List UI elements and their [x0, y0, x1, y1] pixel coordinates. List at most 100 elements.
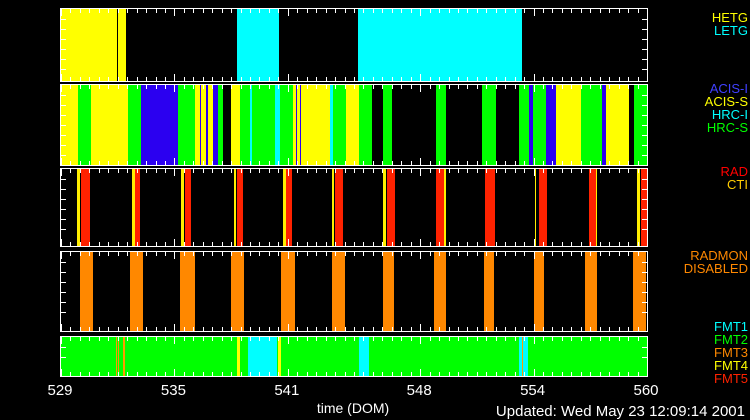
- x-tick-mark: [155, 242, 157, 246]
- x-tick-mark: [533, 85, 535, 92]
- x-tick-mark: [108, 161, 110, 165]
- timeline-segment: [588, 169, 596, 246]
- x-tick-mark: [183, 9, 185, 13]
- x-tick-mark: [202, 169, 204, 173]
- x-tick-mark: [61, 252, 62, 259]
- x-tick-mark: [297, 242, 299, 246]
- gratings-labels: HETG LETG: [712, 11, 748, 37]
- x-tick-mark: [316, 242, 318, 246]
- x-tick-mark: [505, 169, 507, 173]
- x-tick-mark: [193, 9, 195, 13]
- x-tick-mark: [524, 161, 526, 165]
- x-tick-mark: [363, 77, 365, 81]
- timeline-segment: [605, 85, 630, 165]
- timeline-segment: [382, 169, 386, 246]
- x-tick-mark: [533, 74, 535, 81]
- x-tick-mark: [533, 9, 535, 16]
- x-tick-mark: [448, 372, 450, 376]
- x-tick-mark: [363, 337, 365, 341]
- x-tick-mark: [183, 77, 185, 81]
- y-tick-mark: [642, 302, 647, 303]
- timeline-segment: [130, 252, 144, 331]
- x-tick-mark: [335, 169, 337, 173]
- x-tick-mark: [89, 252, 91, 256]
- x-tick-mark: [127, 85, 129, 89]
- timeline-segment: [277, 337, 281, 376]
- x-tick-mark: [391, 9, 393, 13]
- x-tick-mark: [561, 169, 563, 173]
- x-tick-mark: [146, 337, 148, 341]
- y-tick-mark: [642, 105, 647, 106]
- x-tick-mark: [410, 242, 412, 246]
- x-tick-mark: [457, 169, 459, 173]
- timeline-segment: [237, 9, 280, 81]
- x-tick-mark: [533, 337, 535, 344]
- x-tick-mark: [486, 337, 488, 341]
- x-tick-mark: [476, 77, 478, 81]
- x-tick-mark: [524, 77, 526, 81]
- x-tick-mark: [136, 77, 138, 81]
- x-tick-mark: [599, 327, 601, 331]
- x-tick-mark: [164, 161, 166, 165]
- x-tick-mark: [448, 9, 450, 13]
- x-tick-mark: [448, 242, 450, 246]
- x-tick-mark: [278, 327, 280, 331]
- x-tick-mark: [79, 252, 81, 256]
- x-tick-label: 548: [406, 382, 432, 399]
- x-tick-mark: [467, 337, 469, 341]
- x-tick-mark: [127, 337, 129, 341]
- x-tick-mark: [628, 9, 630, 13]
- timeline-segment: [518, 85, 529, 165]
- band-radmon-disabled: [60, 251, 648, 332]
- x-tick-mark: [155, 161, 157, 165]
- timeline-segment: [195, 85, 201, 165]
- x-tick-mark: [637, 169, 639, 173]
- x-tick-mark: [136, 372, 138, 376]
- x-tick-mark: [231, 161, 233, 165]
- x-tick-mark: [183, 85, 185, 89]
- y-tick-mark: [642, 312, 647, 313]
- x-tick-mark: [599, 169, 601, 173]
- x-tick-mark: [429, 252, 431, 256]
- x-tick-mark: [316, 337, 318, 341]
- x-tick-mark: [240, 337, 242, 341]
- x-tick-mark: [618, 169, 620, 173]
- x-tick-mark: [599, 337, 601, 341]
- x-tick-mark: [561, 85, 563, 89]
- x-tick-mark: [514, 242, 516, 246]
- x-tick-mark: [183, 169, 185, 173]
- x-tick-mark: [278, 77, 280, 81]
- x-tick-mark: [401, 327, 403, 331]
- x-tick-mark: [543, 337, 545, 341]
- x-tick-mark: [505, 337, 507, 341]
- x-tick-mark: [221, 242, 223, 246]
- x-tick-mark: [297, 169, 299, 173]
- x-tick-mark: [618, 161, 620, 165]
- x-tick-mark: [457, 161, 459, 165]
- x-tick-label: 554: [520, 382, 546, 399]
- x-tick-mark: [61, 239, 62, 246]
- x-tick-mark: [240, 252, 242, 256]
- timeline-segment: [180, 252, 196, 331]
- x-tick-mark: [297, 9, 299, 13]
- x-tick-mark: [514, 372, 516, 376]
- x-tick-mark: [212, 85, 214, 89]
- x-tick-mark: [420, 158, 422, 165]
- x-tick-mark: [354, 242, 355, 246]
- x-tick-mark: [325, 85, 327, 89]
- x-tick-mark: [231, 169, 233, 173]
- x-tick-mark: [306, 327, 308, 331]
- x-tick-mark: [533, 239, 535, 246]
- x-tick-mark: [221, 252, 223, 256]
- y-tick-mark: [61, 95, 66, 96]
- x-tick-mark: [391, 337, 393, 341]
- x-tick-mark: [486, 252, 488, 256]
- x-tick-mark: [79, 9, 81, 13]
- x-tick-mark: [391, 161, 393, 165]
- x-tick-mark: [316, 9, 318, 13]
- x-tick-mark: [306, 161, 308, 165]
- x-tick-mark: [580, 242, 582, 246]
- x-axis-title: time (DOM): [316, 400, 390, 416]
- x-tick-mark: [486, 169, 488, 173]
